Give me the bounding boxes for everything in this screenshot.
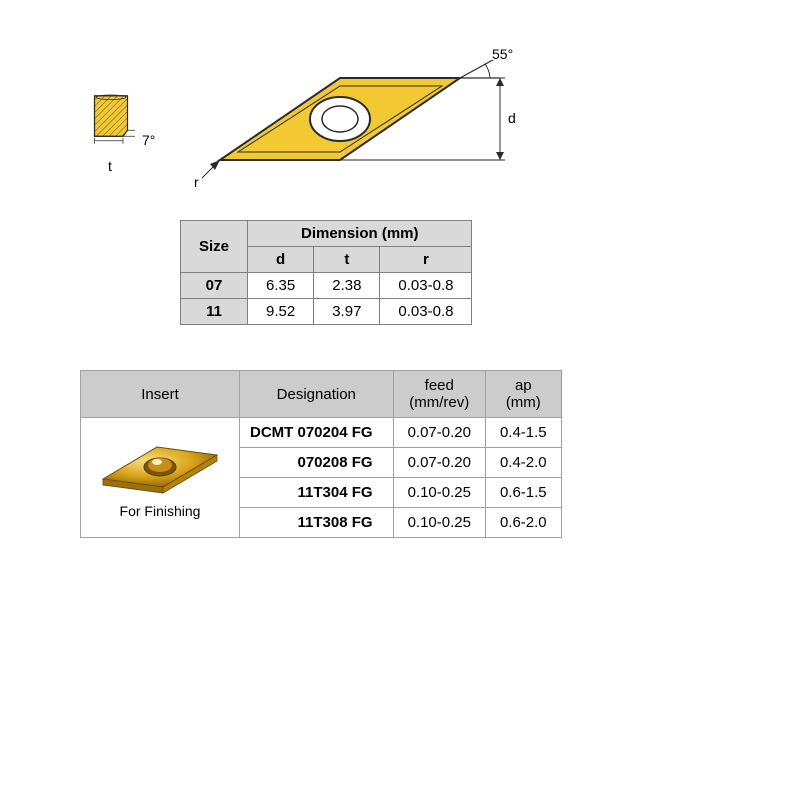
cell-designation: 11T308 FG	[240, 508, 394, 538]
t-label: t	[108, 158, 112, 174]
cell-ap: 0.4-1.5	[485, 418, 561, 448]
cell-feed: 0.07-0.20	[393, 448, 485, 478]
insert-spec-table: Insert Designation feed (mm/rev) ap (mm)	[80, 370, 562, 538]
angle-7-label: 7°	[142, 132, 155, 148]
cell-d: 9.52	[248, 299, 314, 325]
d-label: d	[508, 110, 516, 126]
dim-col-t: t	[314, 247, 380, 273]
insert-photo	[95, 437, 225, 497]
rhombus-insert-icon	[200, 60, 520, 210]
angle-55-label: 55°	[492, 46, 513, 62]
cell-size: 11	[181, 299, 248, 325]
insert-photo-cell: For Finishing	[81, 418, 240, 538]
dim-col-d: d	[248, 247, 314, 273]
ins-header-insert: Insert	[81, 371, 240, 418]
cell-ap: 0.6-2.0	[485, 508, 561, 538]
dim-header-size: Size	[181, 221, 248, 273]
ins-header-designation: Designation	[240, 371, 394, 418]
ins-header-feed: feed (mm/rev)	[393, 371, 485, 418]
insert-usage-label: For Finishing	[95, 503, 225, 519]
top-view-group: 55° d r	[200, 60, 520, 200]
cell-feed: 0.10-0.25	[393, 508, 485, 538]
cell-t: 2.38	[314, 273, 380, 299]
table-row: For Finishing DCMT 070204 FG 0.07-0.20 0…	[81, 418, 562, 448]
r-label: r	[194, 174, 199, 190]
cell-feed: 0.10-0.25	[393, 478, 485, 508]
cell-designation: 070208 FG	[240, 448, 394, 478]
ins-header-ap: ap (mm)	[485, 371, 561, 418]
cell-r: 0.03-0.8	[380, 299, 472, 325]
table-row: 11 9.52 3.97 0.03-0.8	[181, 299, 472, 325]
cell-feed: 0.07-0.20	[393, 418, 485, 448]
cell-ap: 0.4-2.0	[485, 448, 561, 478]
cell-size: 07	[181, 273, 248, 299]
cell-ap: 0.6-1.5	[485, 478, 561, 508]
side-view-group: 7° t	[80, 80, 160, 160]
designation-code: 070204 FG	[298, 424, 373, 441]
technical-diagram: 7° t 55° d r	[80, 40, 600, 220]
side-cross-section	[90, 90, 135, 145]
table-row: 07 6.35 2.38 0.03-0.8	[181, 273, 472, 299]
cell-d: 6.35	[248, 273, 314, 299]
dim-col-r: r	[380, 247, 472, 273]
dimension-table: Size Dimension (mm) d t r 07 6.35 2.38 0…	[180, 220, 472, 325]
dim-header-dimension: Dimension (mm)	[248, 221, 472, 247]
cell-designation: 11T304 FG	[240, 478, 394, 508]
cell-t: 3.97	[314, 299, 380, 325]
cell-designation: DCMT 070204 FG	[240, 418, 394, 448]
designation-prefix: DCMT	[250, 424, 293, 441]
cell-r: 0.03-0.8	[380, 273, 472, 299]
